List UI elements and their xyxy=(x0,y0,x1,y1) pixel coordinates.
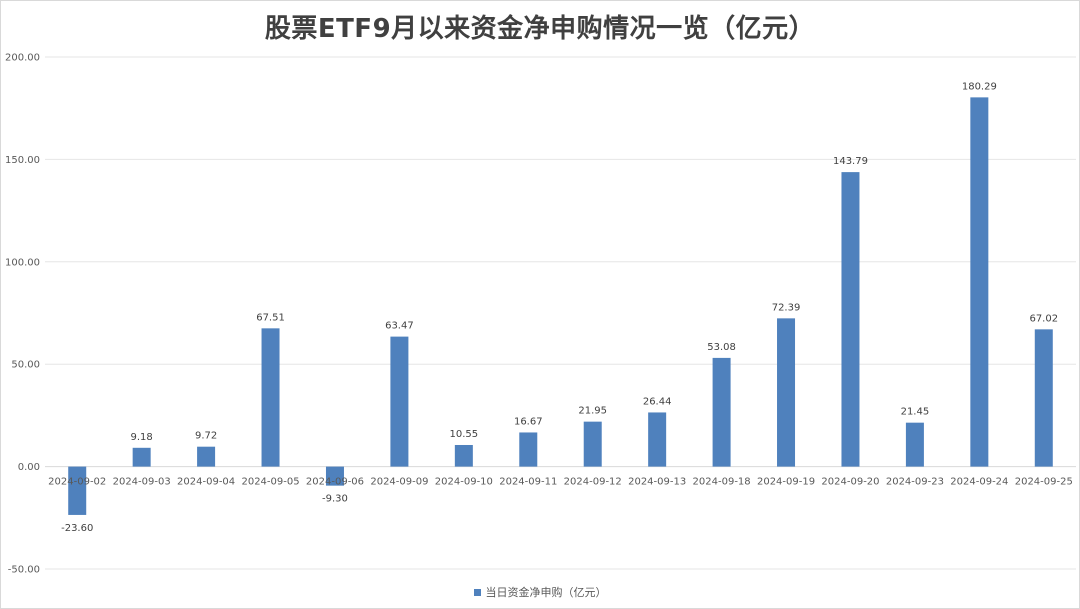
x-tick-label: 2024-09-24 xyxy=(950,477,1008,488)
data-label: 67.51 xyxy=(256,312,285,323)
bar xyxy=(390,336,409,467)
data-label: 16.67 xyxy=(514,416,543,427)
bars xyxy=(68,97,1053,515)
bar xyxy=(583,421,602,467)
bar xyxy=(970,97,989,467)
bar xyxy=(197,446,216,467)
data-label: 21.45 xyxy=(901,407,930,418)
x-tick-label: 2024-09-11 xyxy=(499,477,557,488)
legend: 当日资金净申购（亿元） xyxy=(0,584,1080,600)
bar xyxy=(68,466,87,515)
y-tick-label: 200.00 xyxy=(5,53,40,64)
bar xyxy=(454,444,473,467)
x-tick-label: 2024-09-25 xyxy=(1015,477,1073,488)
x-tick-label: 2024-09-19 xyxy=(757,477,815,488)
data-label: 72.39 xyxy=(772,302,801,313)
data-label: 63.47 xyxy=(385,321,414,332)
y-axis-tick-labels: -50.00 0.00 50.00 100.00 150.00 200.00 xyxy=(5,53,40,576)
data-label: 180.29 xyxy=(962,81,997,92)
data-label: 9.18 xyxy=(131,432,153,443)
chart-title: 股票ETF9月以来资金净申购情况一览（亿元） xyxy=(264,14,816,44)
x-tick-label: 2024-09-03 xyxy=(113,477,171,488)
y-tick-label: -50.00 xyxy=(8,565,40,576)
bar xyxy=(777,318,796,467)
legend-swatch xyxy=(473,589,481,596)
x-tick-label: 2024-09-05 xyxy=(241,477,299,488)
y-tick-label: 50.00 xyxy=(11,360,40,371)
bar xyxy=(712,357,731,467)
legend-label: 当日资金净申购（亿元） xyxy=(485,586,607,599)
data-label: -9.30 xyxy=(322,494,348,505)
data-label: 9.72 xyxy=(195,431,217,442)
bar xyxy=(325,466,344,486)
data-label: 53.08 xyxy=(707,342,736,353)
y-tick-label: 150.00 xyxy=(5,155,40,166)
x-tick-label: 2024-09-06 xyxy=(306,477,364,488)
x-tick-label: 2024-09-12 xyxy=(564,477,622,488)
bar xyxy=(132,447,151,467)
x-tick-label: 2024-09-23 xyxy=(886,477,944,488)
x-tick-label: 2024-09-18 xyxy=(693,477,751,488)
x-tick-label: 2024-09-09 xyxy=(370,477,428,488)
x-tick-label: 2024-09-13 xyxy=(628,477,686,488)
data-label: -23.60 xyxy=(61,523,93,534)
bar xyxy=(1034,329,1053,467)
bar xyxy=(261,328,280,467)
y-tick-label: 100.00 xyxy=(5,257,40,268)
gridlines xyxy=(45,56,1076,570)
x-tick-label: 2024-09-20 xyxy=(821,477,879,488)
data-label: 10.55 xyxy=(450,429,479,440)
data-labels: -23.60 9.18 9.72 67.51 -9.30 63.47 10.55 16.67 2… xyxy=(61,81,1058,534)
x-tick-label: 2024-09-10 xyxy=(435,477,493,488)
y-tick-label: 0.00 xyxy=(18,462,40,473)
x-tick-label: 2024-09-02 xyxy=(48,477,106,488)
x-axis-tick-labels: 2024-09-02 2024-09-03 2024-09-04 2024-09-05… xyxy=(48,477,1073,488)
data-label: 21.95 xyxy=(578,406,607,417)
bar xyxy=(648,412,667,467)
data-label: 26.44 xyxy=(643,396,672,407)
bar xyxy=(519,432,538,467)
bar xyxy=(905,422,924,467)
bar xyxy=(841,172,860,467)
x-tick-label: 2024-09-04 xyxy=(177,477,235,488)
data-label: 67.02 xyxy=(1029,313,1058,324)
data-label: 143.79 xyxy=(833,156,868,167)
